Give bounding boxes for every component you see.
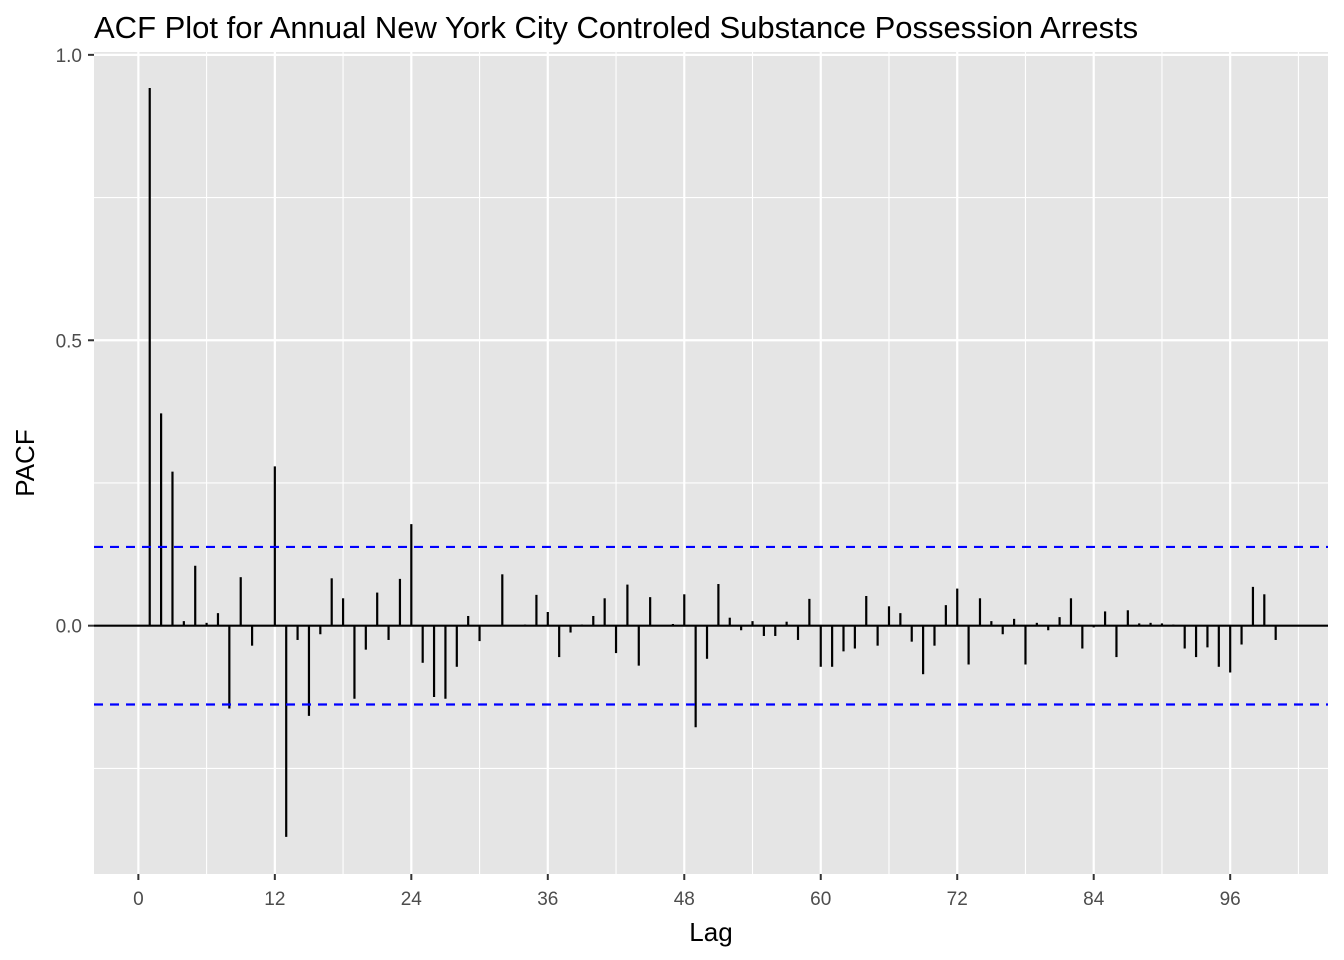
x-tick-label: 72 (947, 889, 968, 910)
x-tick-label: 84 (1083, 889, 1105, 910)
y-tick-label: 0.0 (56, 617, 82, 638)
pacf-bars (94, 87, 1328, 837)
x-tick-label: 36 (537, 889, 558, 910)
x-tick-label: 96 (1220, 889, 1241, 910)
x-tick-label: 0 (133, 889, 144, 910)
x-axis-label: Lag (689, 917, 732, 947)
y-axis-label: PACF (10, 429, 40, 496)
x-tick-label: 60 (810, 889, 831, 910)
x-tick-label: 12 (264, 889, 285, 910)
y-tick-label: 0.5 (56, 331, 82, 352)
x-tick-label: 48 (674, 889, 695, 910)
minor-gridlines (94, 52, 1328, 874)
x-tick-label: 24 (401, 889, 423, 910)
y-tick-label: 1.0 (56, 46, 82, 67)
axes: 0 12 24 36 48 60 72 84 96 0.0 0.5 1.0 (56, 46, 1241, 910)
chart-title: ACF Plot for Annual New York City Contro… (94, 10, 1138, 45)
confidence-bands (94, 545, 1328, 706)
plot-panel (94, 52, 1328, 874)
